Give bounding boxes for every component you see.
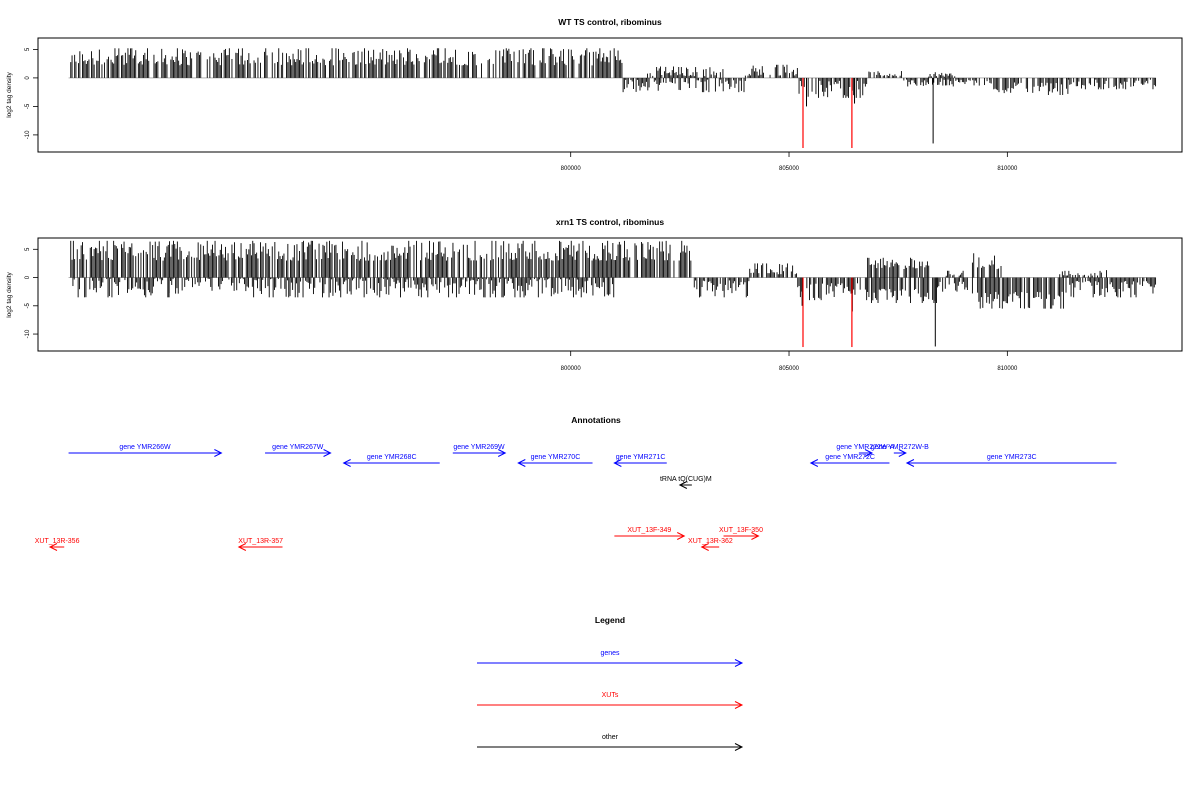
- arrow-head: [700, 543, 709, 551]
- legend-panel: Legend genes XUTs other: [477, 615, 744, 751]
- feature-label: gene YMR271C: [616, 454, 666, 461]
- feature-label: gene YMR269W: [453, 444, 505, 451]
- feature-label: gene YMR267W: [272, 444, 324, 451]
- y-tick-label: -10: [25, 329, 31, 338]
- y-tick-label: 5: [25, 47, 31, 51]
- arrow-head: [214, 449, 223, 457]
- arrow-head: [497, 449, 507, 457]
- arrow-head: [677, 532, 686, 540]
- arrow-head: [898, 449, 907, 457]
- arrow-head: [517, 459, 526, 467]
- y-axis-label: log2 tag density: [6, 271, 13, 317]
- arrow-head: [864, 449, 874, 457]
- track-title: xrn1 TS control, ribominus: [556, 217, 664, 227]
- x-tick-label: 810000: [997, 366, 1018, 372]
- feature-label: XUT_13R-357: [238, 538, 283, 545]
- feature-label: gene YMR268C: [367, 454, 417, 461]
- legend-title: Legend: [595, 615, 625, 625]
- feature-label: gene YMR272W-A: [836, 444, 894, 451]
- plot-frame: [37, 237, 1183, 352]
- x-tick-label: 805000: [779, 366, 800, 372]
- feature-label: XUT_13R-362: [688, 538, 733, 545]
- feature-label: gene YMR266W: [119, 444, 171, 451]
- feature-label: XUT_13R-356: [35, 538, 80, 545]
- arrow-head: [342, 459, 351, 467]
- x-tick-label: 805000: [779, 166, 800, 172]
- arrow-head: [734, 701, 744, 709]
- legend-label: XUTs: [602, 692, 619, 699]
- xrn1-track-panel: xrn1 TS control, ribominus 5 0 -5 -10 log2 ta…: [6, 217, 1183, 372]
- y-tick-label: 0: [25, 76, 31, 80]
- feature-label: gene YMR272C: [825, 454, 875, 461]
- x-tick-label: 800000: [561, 366, 582, 372]
- arrow-head: [323, 449, 332, 457]
- x-tick-label: 810000: [997, 166, 1018, 172]
- arrow-head: [237, 543, 247, 551]
- y-axis-label: log2 tag density: [6, 71, 13, 117]
- arrow-head: [905, 459, 915, 467]
- feature-label: gene YMR270C: [531, 454, 581, 461]
- annotations-panel: Annotations gene YMR266W gene YMR267W gene…: [35, 415, 1117, 551]
- annotations-title: Annotations: [571, 415, 621, 425]
- density-bars: [70, 48, 1157, 149]
- feature-label: gene YMR272W-B: [871, 444, 929, 451]
- legend-label: genes: [600, 650, 620, 657]
- track-title: WT TS control, ribominus: [558, 17, 662, 27]
- wt-track-panel: WT TS control, ribominus 5 0 -5 -10 log2 tag …: [6, 17, 1183, 172]
- x-tick-label: 800000: [561, 166, 582, 172]
- y-tick-label: -5: [25, 103, 31, 109]
- feature-label: XUT_13F-349: [627, 527, 671, 534]
- y-tick-label: 0: [25, 275, 31, 279]
- feature-label: XUT_13F-350: [719, 527, 763, 534]
- arrow-head: [751, 532, 760, 540]
- arrow-head: [48, 543, 58, 551]
- arrow-head: [734, 743, 744, 751]
- arrow-head: [678, 481, 688, 489]
- feature-label: tRNA tQ(CUG)M: [660, 476, 712, 483]
- legend-label: other: [602, 734, 619, 741]
- y-tick-label: -10: [25, 130, 31, 139]
- density-bars: [70, 240, 1157, 348]
- arrow-head: [734, 659, 744, 667]
- feature-label: gene YMR273C: [987, 454, 1037, 461]
- y-tick-label: -5: [25, 302, 31, 308]
- plot-frame: [37, 37, 1183, 153]
- arrow-head: [809, 459, 819, 467]
- y-tick-label: 5: [25, 247, 31, 251]
- arrow-head: [613, 459, 622, 467]
